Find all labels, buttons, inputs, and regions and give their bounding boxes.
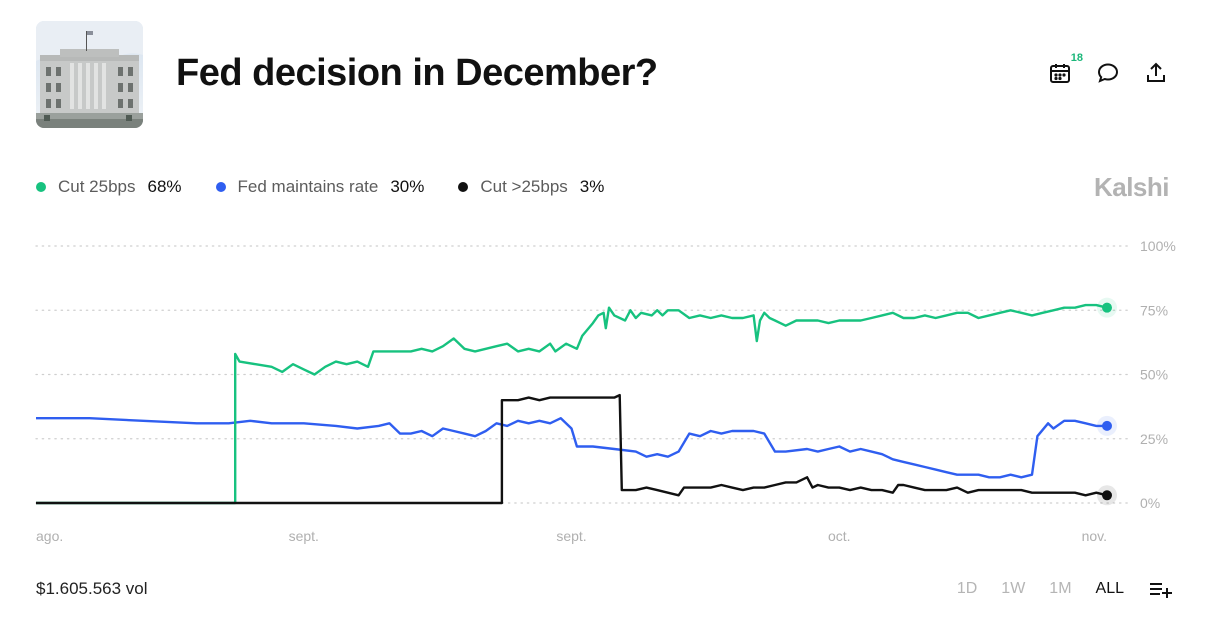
legend-value: 30% xyxy=(390,177,425,196)
series-line-cut-25bps xyxy=(36,393,1108,505)
legend-dot xyxy=(36,182,46,192)
range-selector: 1D 1W 1M ALL xyxy=(957,579,1172,599)
y-tick-label: 75% xyxy=(1140,302,1168,318)
x-tick-label: ago. xyxy=(36,528,63,544)
share-button[interactable] xyxy=(1143,58,1169,88)
range-all[interactable]: ALL xyxy=(1095,580,1124,597)
chart-legend: Cut 25bps 68% Fed maintains rate 30% Cut… xyxy=(36,177,604,197)
x-tick-label: oct. xyxy=(828,528,851,544)
page-title: Fed decision in December? xyxy=(176,52,658,94)
calendar-button[interactable]: 18 xyxy=(1047,52,1083,88)
legend-dot xyxy=(215,182,226,192)
legend-item-cut-over-25bps[interactable]: Cut >25bps 3% xyxy=(458,177,604,197)
legend-value: 68% xyxy=(147,177,182,196)
market-thumbnail xyxy=(36,21,143,128)
x-tick-label: sept. xyxy=(556,528,586,544)
x-tick-label: nov. xyxy=(1082,528,1107,544)
price-chart[interactable]: 100% 75% 50% 25% 0% ago. sept. sept. oct. nov. xyxy=(0,225,1217,555)
range-1d[interactable]: 1D xyxy=(956,580,978,597)
y-tick-label: 100% xyxy=(1140,238,1176,254)
legend-item-maintains-rate[interactable]: Fed maintains rate 30% xyxy=(215,177,425,197)
share-icon xyxy=(1147,62,1165,82)
calendar-icon xyxy=(1050,64,1070,83)
header-actions: 18 xyxy=(1047,52,1169,88)
volume-label: $1.605.563 vol xyxy=(36,579,148,598)
brand-logo: Kalshi xyxy=(1093,172,1170,202)
legend-dot xyxy=(458,182,469,192)
series-line-fed-maintains-rate xyxy=(36,416,1107,479)
federal-reserve-image xyxy=(36,21,143,128)
filter-button[interactable] xyxy=(1148,579,1172,599)
comment-icon xyxy=(1097,63,1119,83)
range-1m[interactable]: 1M xyxy=(1049,580,1072,597)
y-tick-label: 25% xyxy=(1140,431,1168,447)
legend-label: Fed maintains rate xyxy=(237,177,379,196)
y-tick-label: 0% xyxy=(1140,495,1160,511)
calendar-badge: 18 xyxy=(1070,52,1083,64)
legend-label: Cut 25bps xyxy=(58,177,136,196)
series-end-point xyxy=(1102,490,1112,501)
y-tick-label: 50% xyxy=(1140,367,1168,383)
list-add-icon xyxy=(1150,583,1172,598)
legend-value: 3% xyxy=(579,177,605,196)
series-end-point xyxy=(1102,302,1112,313)
series-line-cut-25bps xyxy=(36,303,1108,505)
x-tick-label: sept. xyxy=(289,528,319,544)
series-end-point xyxy=(1102,420,1112,431)
legend-label: Cut >25bps xyxy=(480,177,568,196)
legend-item-cut-25bps[interactable]: Cut 25bps 68% xyxy=(36,177,182,197)
comments-button[interactable] xyxy=(1095,58,1121,88)
range-1w[interactable]: 1W xyxy=(1001,580,1026,597)
